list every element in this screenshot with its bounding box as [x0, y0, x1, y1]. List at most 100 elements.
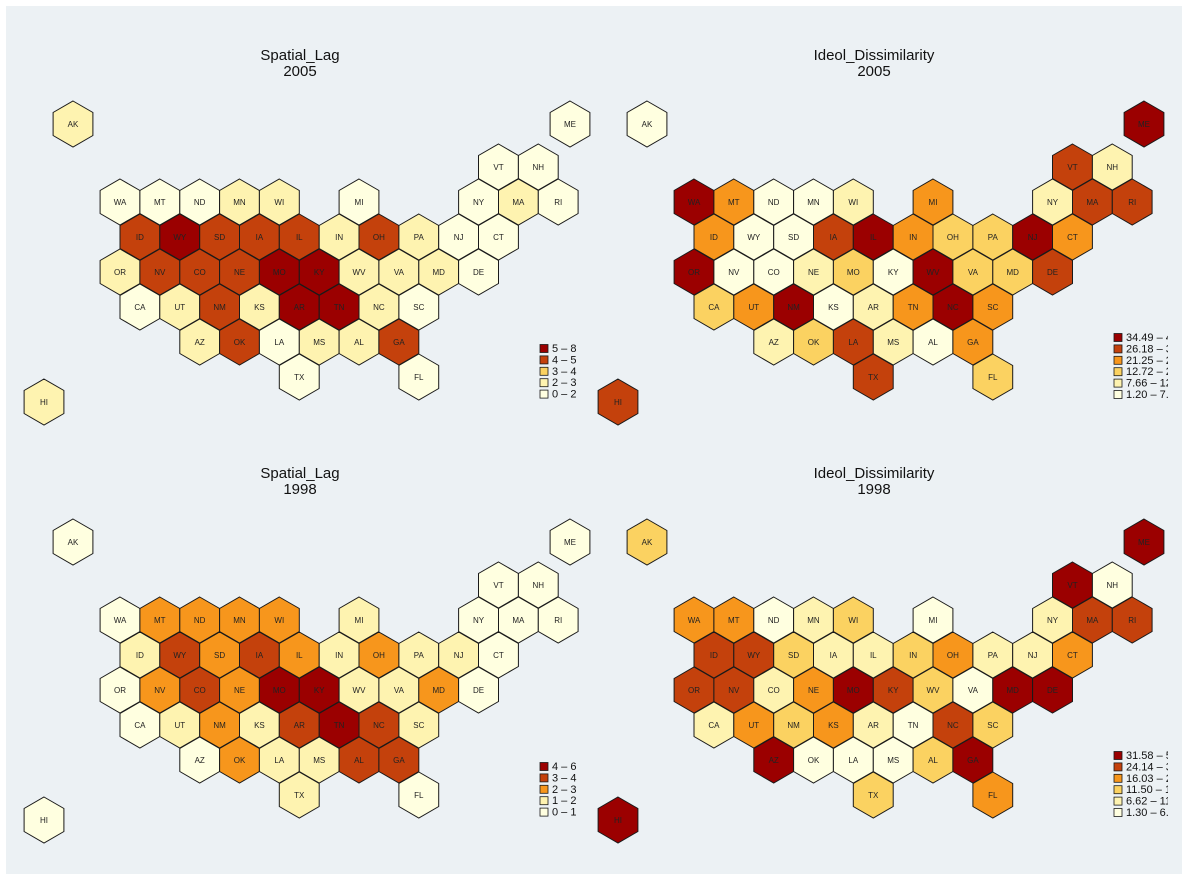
state-label: IA — [256, 651, 264, 660]
state-label: ID — [136, 651, 144, 660]
state-label: UT — [748, 721, 759, 730]
state-label: CT — [493, 651, 504, 660]
state-label: LA — [848, 756, 858, 765]
state-hex-shape — [398, 353, 440, 401]
legend-label: 1 – 2 — [552, 795, 576, 807]
state-label: NY — [1047, 616, 1059, 625]
legend-item: 2 – 3 — [539, 784, 576, 796]
state-hex-shape — [597, 378, 639, 426]
panel-title: Ideol_Dissimilarity — [813, 47, 935, 64]
state-label: ND — [194, 616, 206, 625]
state-label: NC — [373, 303, 385, 312]
panel-year: 1998 — [857, 481, 891, 498]
state-label: IL — [296, 233, 303, 242]
state-label: AK — [68, 120, 79, 129]
state-label: KS — [254, 721, 265, 730]
state-hex-hi: HI — [597, 796, 639, 844]
state-label: TN — [908, 721, 919, 730]
legend-item: 11.50 – 16.03 — [1113, 784, 1168, 796]
state-hex-shape — [597, 796, 639, 844]
legend-swatch — [539, 796, 549, 806]
state-hex-shape — [537, 596, 579, 644]
state-label: OK — [234, 338, 246, 347]
state-label: MN — [233, 198, 246, 207]
state-label: WV — [927, 686, 941, 695]
legend-swatch — [539, 378, 549, 388]
state-hex-shape — [1123, 100, 1165, 148]
state-label: ND — [768, 616, 780, 625]
state-label: IL — [870, 233, 877, 242]
state-label: KY — [888, 268, 899, 277]
state-hex-de: DE — [1032, 248, 1073, 296]
state-label: NM — [213, 721, 226, 730]
state-label: NC — [947, 721, 959, 730]
legend-label: 5 – 8 — [552, 343, 576, 355]
state-hex-shape — [52, 518, 94, 566]
legend-swatch — [539, 784, 549, 794]
state-label: LA — [848, 338, 858, 347]
state-hex-shape — [549, 100, 591, 148]
legend-item: 6.62 – 11.50 — [1113, 796, 1168, 808]
state-label: NE — [234, 686, 245, 695]
legend-item: 3 – 4 — [539, 772, 576, 784]
legend-label: 34.49 – 46.39 — [1126, 332, 1168, 344]
legend-item: 34.49 – 46.39 — [1113, 332, 1168, 344]
state-hex-shape — [537, 178, 579, 226]
legend-item: 4 – 6 — [539, 761, 576, 773]
legend-label: 31.58 – 52.66 — [1126, 750, 1168, 762]
state-label: NH — [1107, 581, 1119, 590]
legend-swatch — [1113, 773, 1123, 783]
state-label: RI — [554, 198, 562, 207]
state-label: AR — [868, 303, 879, 312]
legend-item: 4 – 5 — [539, 354, 576, 366]
state-hex-ri: RI — [1111, 596, 1153, 644]
state-label: MA — [1086, 616, 1099, 625]
state-label: NY — [1047, 198, 1059, 207]
legend-item: 0 – 1 — [539, 807, 576, 819]
state-label: NV — [728, 268, 740, 277]
state-label: CO — [194, 268, 206, 277]
state-label: WY — [747, 651, 761, 660]
state-label: NV — [728, 686, 740, 695]
state-label: NV — [154, 268, 166, 277]
state-label: CO — [768, 268, 780, 277]
state-label: CT — [493, 233, 504, 242]
state-label: MO — [273, 686, 286, 695]
state-label: CO — [768, 686, 780, 695]
state-label: OR — [114, 686, 126, 695]
legend-swatch — [539, 807, 549, 817]
legend-item: 24.14 – 31.58 — [1113, 761, 1168, 773]
legend-swatch — [1113, 378, 1123, 388]
state-label: CA — [134, 303, 146, 312]
state-label: ME — [1138, 538, 1150, 547]
state-label: IN — [335, 233, 343, 242]
state-label: GA — [967, 338, 979, 347]
state-label: CT — [1067, 651, 1078, 660]
state-label: IN — [335, 651, 343, 660]
state-label: TX — [294, 373, 305, 382]
state-label: NH — [1107, 163, 1119, 172]
legend-swatch — [539, 762, 549, 771]
state-label: RI — [554, 616, 562, 625]
state-label: AZ — [195, 756, 205, 765]
state-label: NM — [787, 303, 800, 312]
state-label: AL — [354, 338, 364, 347]
state-hex-fl: FL — [972, 771, 1014, 819]
state-label: HI — [40, 816, 48, 825]
state-label: DE — [473, 268, 484, 277]
legend-label: 1.30 – 6.62 — [1126, 807, 1168, 819]
state-label: VA — [394, 686, 405, 695]
hex-map: AK HI ME VT NH WA MT ND MN WI MI NY MA RI ID WY SD IA IL IN… — [23, 100, 591, 426]
state-label: MT — [728, 198, 740, 207]
legend-label: 6.62 – 11.50 — [1126, 796, 1168, 808]
state-hex-hi: HI — [23, 378, 65, 426]
state-label: WI — [274, 198, 284, 207]
state-hex-ak: AK — [52, 518, 94, 566]
state-label: MA — [512, 616, 525, 625]
state-label: WI — [274, 616, 284, 625]
legend-swatch — [1113, 751, 1123, 760]
state-label: AZ — [769, 756, 779, 765]
state-label: IN — [909, 233, 917, 242]
state-label: VT — [1067, 581, 1077, 590]
state-label: LA — [274, 756, 284, 765]
